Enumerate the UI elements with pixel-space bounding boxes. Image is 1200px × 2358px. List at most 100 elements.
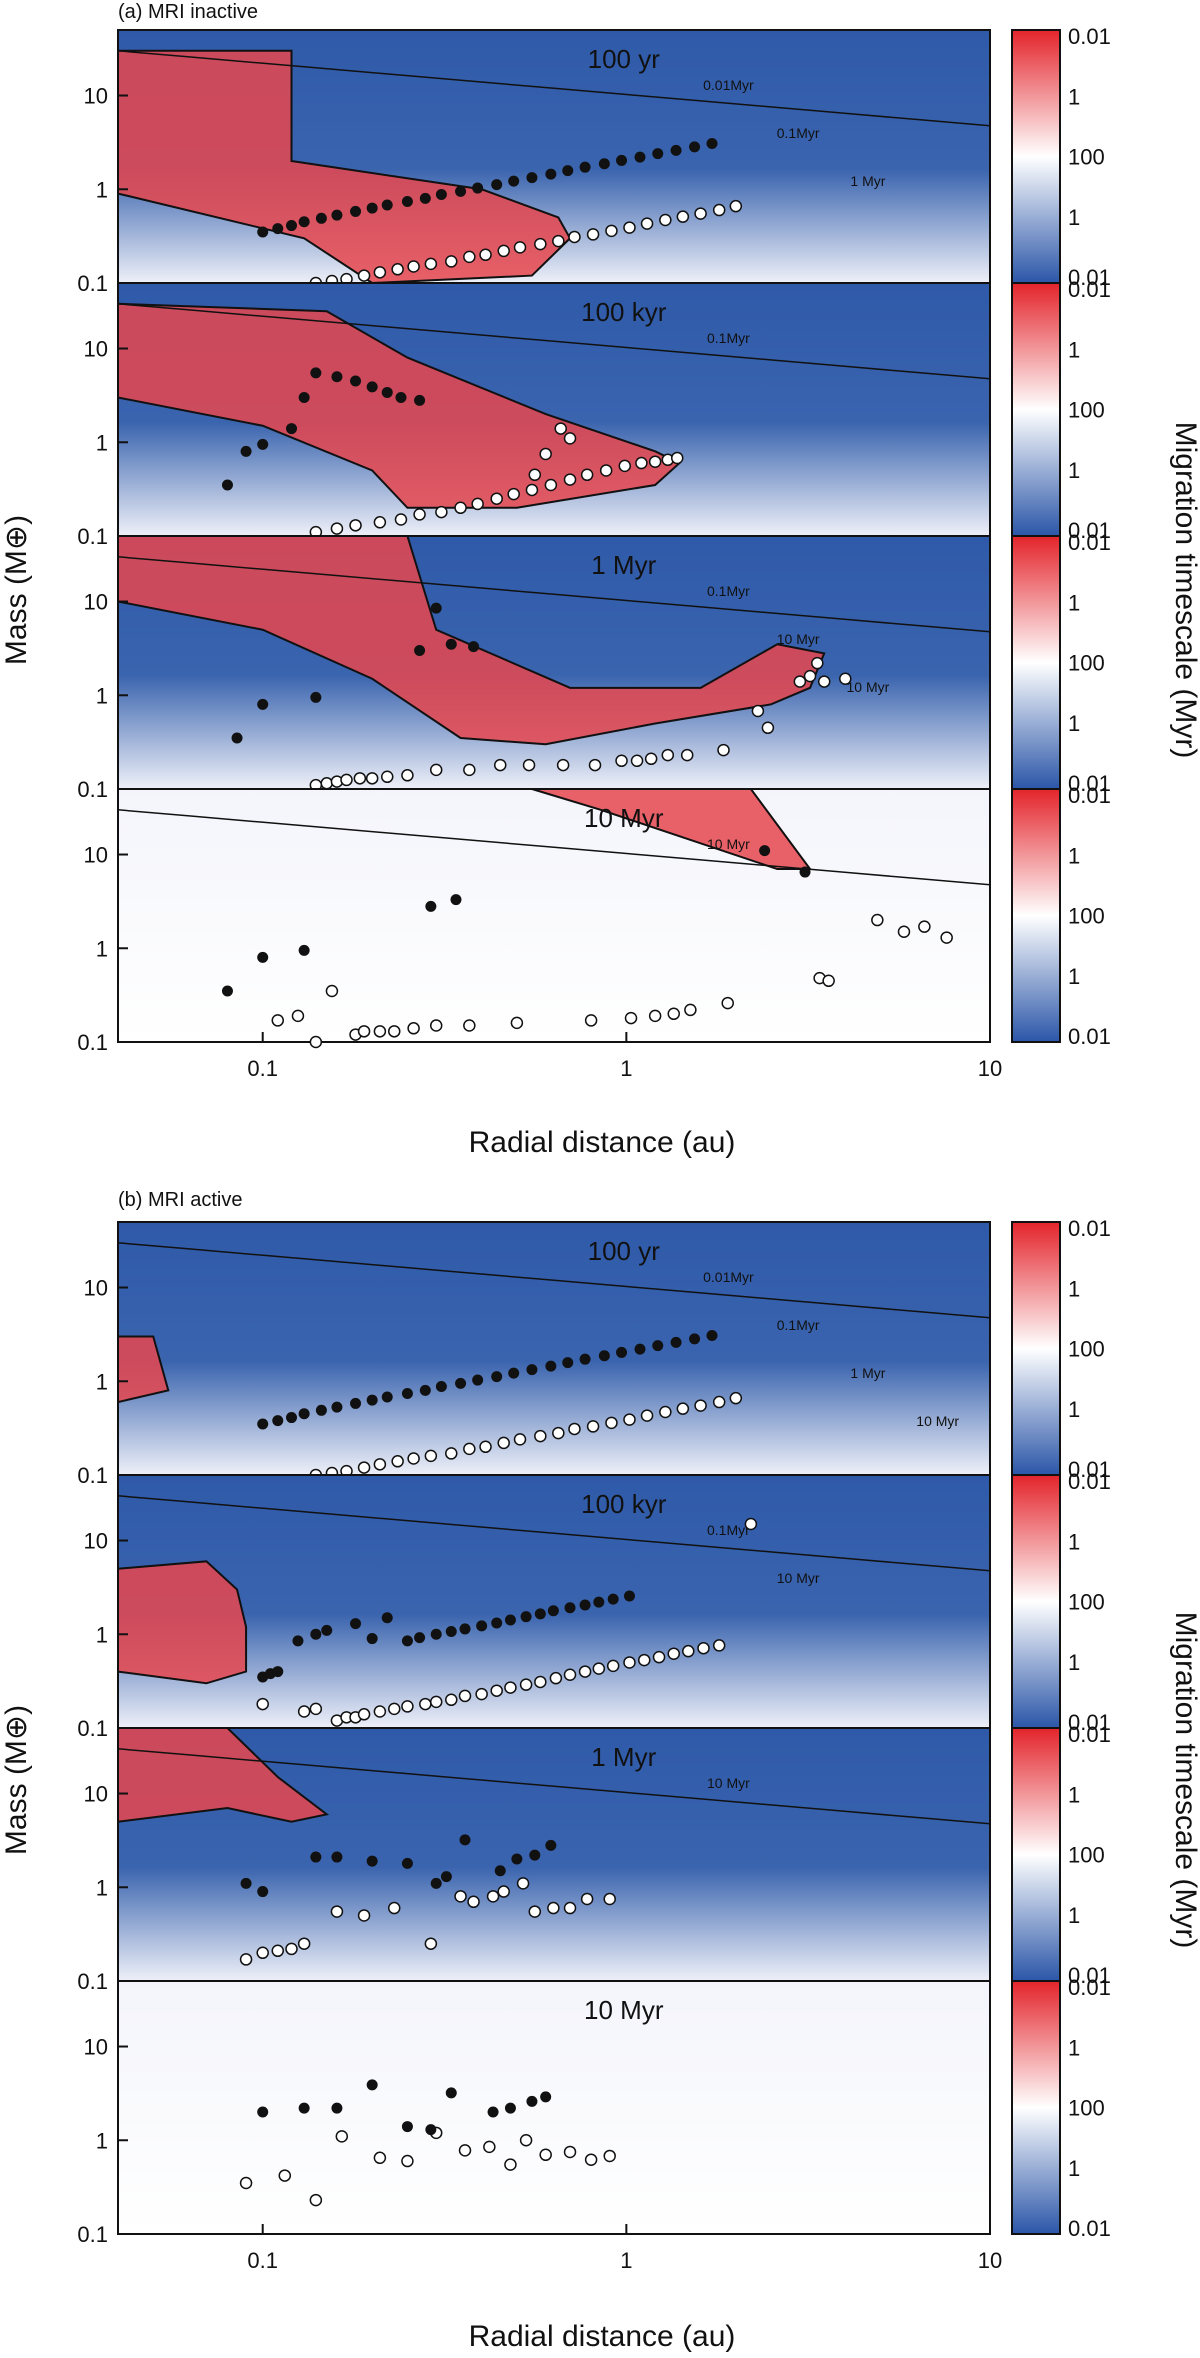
open-data-point — [365, 772, 379, 785]
y-tick-label: 0.1 — [77, 1716, 108, 1741]
filled-data-point — [350, 1618, 362, 1630]
y-tick-label: 1 — [96, 1369, 108, 1394]
open-data-point — [391, 263, 404, 276]
filled-data-point — [381, 1391, 393, 1403]
filled-data-point — [350, 1397, 362, 1409]
open-data-point — [584, 1014, 598, 1027]
open-data-point — [387, 1901, 401, 1915]
open-data-point — [761, 721, 775, 735]
contour-label: 1 Myr — [850, 1365, 885, 1381]
contour-label: 10 Myr — [777, 631, 820, 647]
filled-data-point — [504, 2102, 516, 2114]
open-data-point — [606, 1659, 620, 1673]
open-data-point — [534, 1429, 547, 1443]
x-axis-label-b: Radial distance (au) — [469, 2320, 736, 2353]
colorbar-tick-label: 0.01 — [1068, 1975, 1111, 2000]
filled-data-point — [315, 1404, 327, 1416]
open-data-point — [407, 260, 420, 273]
y-tick-label: 1 — [96, 2128, 108, 2153]
open-data-point — [424, 257, 438, 271]
colorbar-tick-label: 1 — [1068, 2035, 1080, 2060]
open-data-point — [278, 2169, 292, 2182]
filled-data-point — [401, 2121, 413, 2133]
open-data-point — [729, 1391, 743, 1405]
open-data-point — [659, 1405, 672, 1419]
colorbar-segment — [1011, 788, 1061, 1043]
y-tick-label: 10 — [84, 1276, 108, 1301]
filled-data-point — [310, 1851, 322, 1863]
filled-data-point — [652, 148, 664, 160]
filled-data-point — [540, 2091, 552, 2103]
open-data-point — [463, 1019, 476, 1032]
open-data-point — [325, 984, 339, 998]
open-data-point — [721, 996, 734, 1010]
open-data-point — [539, 447, 552, 461]
filled-data-point — [472, 1374, 484, 1386]
colorbar-tick-label: 0.01 — [1068, 1963, 1111, 1988]
open-data-point — [458, 2144, 472, 2157]
open-data-point — [497, 244, 510, 258]
open-data-point — [479, 1440, 492, 1454]
open-data-point — [297, 1705, 311, 1718]
open-data-point — [513, 1433, 527, 1446]
filled-data-point — [445, 638, 457, 650]
open-data-point — [463, 1442, 476, 1456]
y-axis-label-b: Mass (M⊕) — [0, 1705, 33, 1855]
filled-data-point — [579, 161, 591, 173]
filled-data-point — [350, 205, 362, 217]
filled-data-point — [425, 2124, 437, 2136]
filled-data-point — [435, 1380, 447, 1392]
filled-data-point — [450, 894, 462, 906]
open-data-point — [670, 451, 684, 465]
filled-data-point — [350, 375, 362, 387]
panel-title: 10 Myr — [584, 1995, 664, 2025]
filled-data-point — [381, 1612, 393, 1624]
filled-data-point — [419, 1384, 431, 1396]
filled-data-point — [634, 1343, 646, 1355]
open-data-point — [539, 2148, 552, 2162]
filled-data-point — [598, 158, 610, 170]
open-data-point — [493, 758, 507, 772]
filled-data-point — [231, 732, 243, 744]
open-data-point — [256, 1946, 269, 1960]
open-data-point — [522, 758, 536, 772]
open-data-point — [552, 234, 565, 248]
filled-data-point — [579, 1353, 591, 1365]
filled-data-point — [401, 1388, 413, 1400]
outward-migration-region — [117, 535, 826, 746]
panel-background — [118, 1475, 990, 1728]
y-tick-label: 10 — [84, 1782, 108, 1807]
colorbar-tick-label: 0.01 — [1068, 265, 1111, 290]
open-data-point — [605, 224, 618, 238]
filled-data-point — [545, 1360, 557, 1372]
colorbar-tick-label: 0.01 — [1068, 1024, 1111, 1049]
open-data-point — [694, 1399, 707, 1412]
open-data-point — [605, 1416, 618, 1430]
filled-data-point — [494, 1865, 506, 1877]
colorbar-tick-label: 1 — [1068, 590, 1080, 615]
open-data-point — [584, 2153, 598, 2166]
filled-data-point — [459, 1623, 471, 1635]
colorbar-label-a: Migration timescale (Myr) — [1169, 422, 1200, 759]
open-data-point — [335, 2130, 349, 2143]
open-data-point — [353, 772, 367, 785]
open-data-point — [563, 473, 577, 486]
x-tick-label: 1 — [620, 1056, 632, 1081]
filled-data-point — [310, 367, 322, 379]
open-data-point — [413, 508, 426, 521]
open-data-point — [497, 1885, 510, 1898]
colorbar-tick-label: 0.01 — [1068, 518, 1111, 543]
open-data-point — [817, 675, 831, 688]
chart-panel-6: 1 Myr 10 Myr 10 1 0.1 — [77, 1727, 991, 1994]
filled-data-point — [321, 1624, 333, 1636]
open-data-point — [271, 1944, 285, 1958]
open-data-point — [603, 1892, 616, 1906]
open-data-point — [486, 1890, 500, 1903]
open-data-point — [623, 221, 636, 234]
filled-data-point — [298, 2102, 310, 2114]
filled-data-point — [491, 1617, 503, 1629]
filled-data-point — [623, 1590, 635, 1602]
filled-data-point — [419, 192, 431, 204]
contour-label: 0.01Myr — [703, 77, 754, 93]
